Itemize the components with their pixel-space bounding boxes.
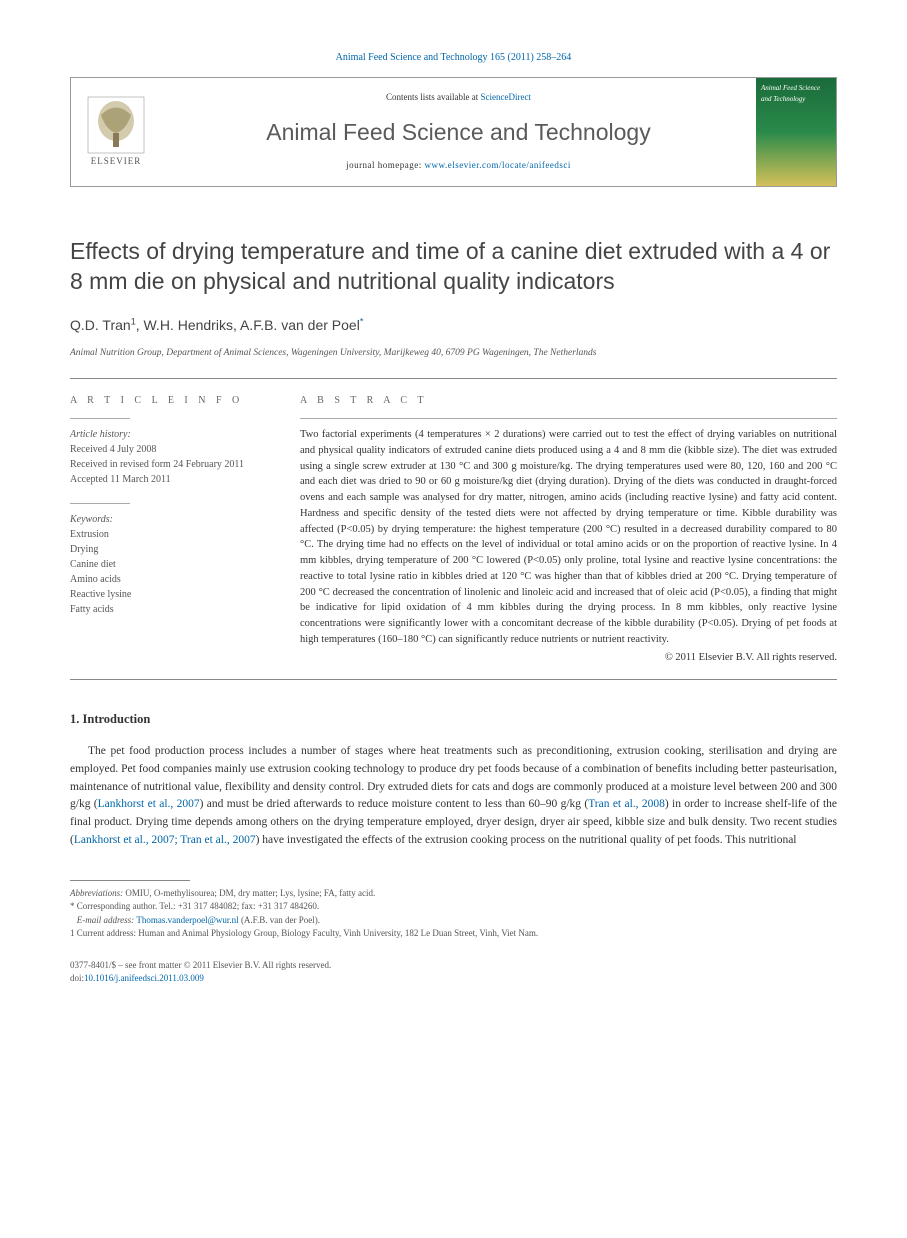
received-date: Received 4 July 2008	[70, 442, 270, 457]
abbrev-text: OMIU, O-methylisourea; DM, dry matter; L…	[123, 888, 375, 898]
intro-text-d: ) have investigated the effects of the e…	[256, 834, 797, 846]
accepted-date: Accepted 11 March 2011	[70, 472, 270, 487]
citation-lankhorst-tran[interactable]: Lankhorst et al., 2007; Tran et al., 200…	[74, 834, 256, 846]
email-address[interactable]: Thomas.vanderpoel@wur.nl	[136, 915, 238, 925]
author-3: A.F.B. van der Poel	[240, 317, 360, 333]
footnotes: Abbreviations: OMIU, O-methylisourea; DM…	[70, 887, 837, 941]
authors-line: Q.D. Tran1, W.H. Hendriks, A.F.B. van de…	[70, 315, 837, 336]
journal-name: Animal Feed Science and Technology	[266, 115, 650, 150]
keyword: Canine diet	[70, 557, 270, 572]
email-label: E-mail address:	[77, 915, 137, 925]
keyword: Fatty acids	[70, 602, 270, 617]
doi-line: doi:10.1016/j.anifeedsci.2011.03.009	[70, 972, 331, 985]
elsevier-name: ELSEVIER	[91, 155, 142, 169]
citation-tran-2008[interactable]: Tran et al., 2008	[588, 798, 665, 810]
homepage-prefix: journal homepage:	[346, 160, 424, 170]
intro-heading: 1. Introduction	[70, 710, 837, 729]
cover-title-text: Animal Feed Science and Technology	[761, 83, 831, 104]
journal-cover-thumbnail: Animal Feed Science and Technology	[756, 78, 836, 186]
sep2: ,	[233, 317, 240, 333]
keyword: Extrusion	[70, 527, 270, 542]
keyword: Amino acids	[70, 572, 270, 587]
affiliation: Animal Nutrition Group, Department of An…	[70, 346, 837, 360]
info-abstract-row: A R T I C L E I N F O Article history: R…	[70, 379, 837, 679]
info-divider-2	[70, 503, 130, 504]
abbrev-label: Abbreviations:	[70, 888, 123, 898]
email-line: E-mail address: Thomas.vanderpoel@wur.nl…	[70, 914, 837, 928]
abbreviations-line: Abbreviations: OMIU, O-methylisourea; DM…	[70, 887, 837, 901]
info-divider-1	[70, 418, 130, 419]
corresponding-author-line: * Corresponding author. Tel.: +31 317 48…	[70, 900, 837, 914]
footnote-1: 1 Current address: Human and Animal Phys…	[70, 927, 837, 941]
keywords-block: Keywords: Extrusion Drying Canine diet A…	[70, 512, 270, 617]
keyword: Reactive lysine	[70, 587, 270, 602]
page-footer: 0377-8401/$ – see front matter © 2011 El…	[70, 959, 837, 984]
abstract-label: A B S T R A C T	[300, 393, 837, 408]
journal-header-box: ELSEVIER Contents lists available at Sci…	[70, 77, 837, 187]
homepage-line: journal homepage: www.elsevier.com/locat…	[346, 159, 571, 173]
email-who: (A.F.B. van der Poel).	[239, 915, 320, 925]
contents-prefix: Contents lists available at	[386, 92, 480, 102]
journal-citation-header: Animal Feed Science and Technology 165 (…	[70, 50, 837, 65]
contents-lists-line: Contents lists available at ScienceDirec…	[386, 91, 531, 105]
footer-left: 0377-8401/$ – see front matter © 2011 El…	[70, 959, 331, 984]
abstract-text: Two factorial experiments (4 temperature…	[300, 427, 837, 648]
header-center: Contents lists available at ScienceDirec…	[161, 78, 756, 186]
footnote-divider	[70, 880, 190, 881]
author-1: Q.D. Tran	[70, 317, 131, 333]
homepage-url[interactable]: www.elsevier.com/locate/anifeedsci	[425, 160, 571, 170]
abstract-copyright: © 2011 Elsevier B.V. All rights reserved…	[300, 650, 837, 666]
bottom-divider	[70, 679, 837, 680]
revised-date: Received in revised form 24 February 201…	[70, 457, 270, 472]
doi-label: doi:	[70, 973, 84, 983]
doi-link[interactable]: 10.1016/j.anifeedsci.2011.03.009	[84, 973, 204, 983]
keyword: Drying	[70, 542, 270, 557]
history-label: Article history:	[70, 427, 270, 442]
citation-lankhorst-2007[interactable]: Lankhorst et al., 2007	[98, 798, 200, 810]
issn-line: 0377-8401/$ – see front matter © 2011 El…	[70, 959, 331, 972]
elsevier-tree-icon	[86, 95, 146, 155]
author-2: W.H. Hendriks	[143, 317, 232, 333]
abstract-divider	[300, 418, 837, 419]
article-info-label: A R T I C L E I N F O	[70, 393, 270, 408]
article-info-column: A R T I C L E I N F O Article history: R…	[70, 393, 270, 665]
keywords-label: Keywords:	[70, 512, 270, 527]
abstract-column: A B S T R A C T Two factorial experiment…	[300, 393, 837, 665]
article-history: Article history: Received 4 July 2008 Re…	[70, 427, 270, 487]
article-title: Effects of drying temperature and time o…	[70, 237, 837, 297]
intro-paragraph-1: The pet food production process includes…	[70, 743, 837, 850]
sciencedirect-link[interactable]: ScienceDirect	[481, 92, 531, 102]
corresponding-marker: *	[360, 316, 364, 326]
intro-text-b: ) and must be dried afterwards to reduce…	[200, 798, 589, 810]
elsevier-logo-block: ELSEVIER	[71, 78, 161, 186]
